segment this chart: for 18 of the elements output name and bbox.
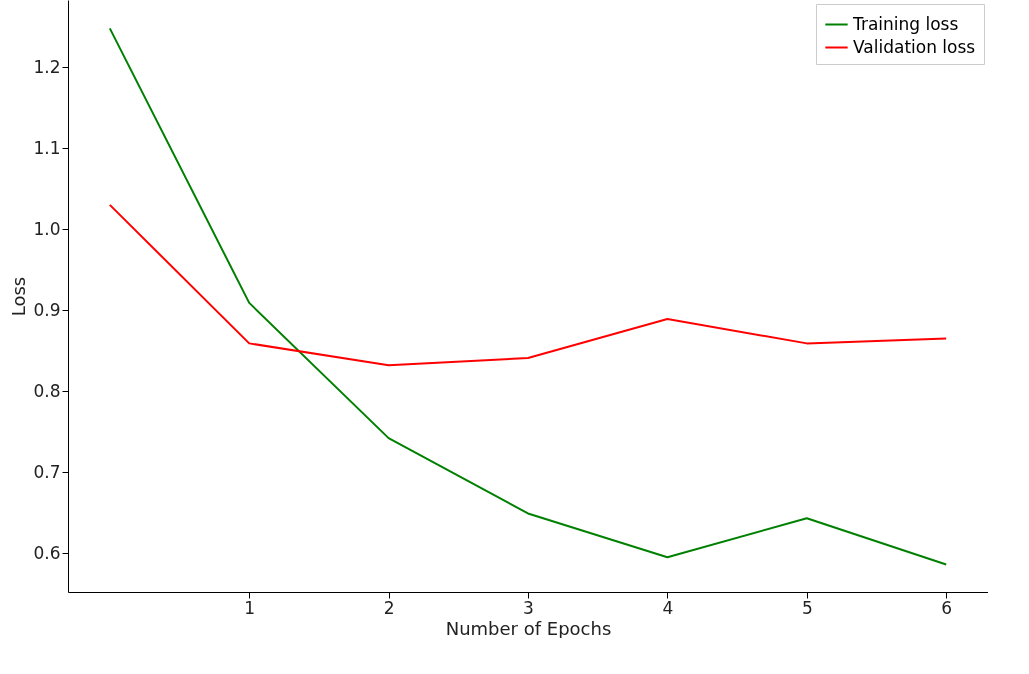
x-tick-label: 6 [941,597,953,618]
y-tick-label: 0.9 [33,299,61,320]
legend-label: Validation loss [853,36,976,57]
y-tick-label: 1.0 [33,218,61,239]
x-tick-label: 1 [244,597,256,618]
x-tick-label: 3 [523,597,534,618]
x-tick-label: 5 [801,597,813,618]
x-tick-label: 2 [383,597,395,618]
y-tick-label: 0.7 [33,461,61,482]
y-tick-label: 0.8 [33,380,61,401]
line-series [108,203,948,367]
y-axis-title: Loss [8,276,30,317]
y-tick-label: 0.6 [33,542,61,563]
y-tick-label: 1.2 [33,56,61,77]
y-tick-label: 1.1 [33,137,61,158]
legend-label: Training loss [852,13,959,34]
x-tick-label: 4 [662,597,674,618]
x-axis-title: Number of Epochs [445,617,612,639]
